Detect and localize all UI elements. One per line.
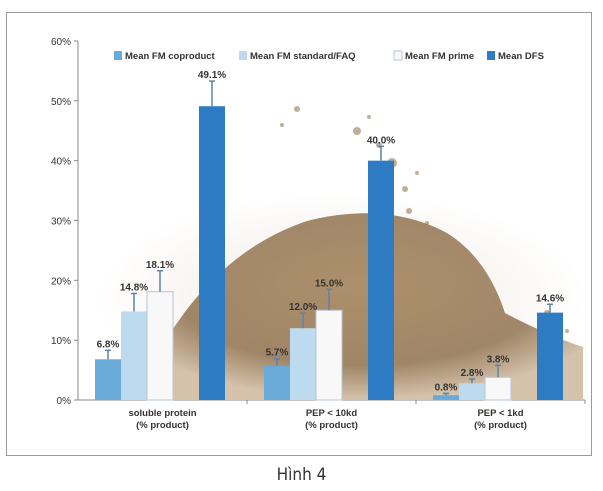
legend-label: Mean DFS [498,51,544,62]
bar [433,395,459,400]
bar [199,106,225,401]
bar-chart: 0%10%20%30%40%50%60%soluble protein(% pr… [51,37,587,431]
data-label: 2.8% [461,368,484,379]
data-label: 14.6% [536,293,564,304]
y-tick-label: 60% [51,37,71,48]
x-tick-label: (% product) [474,420,527,431]
legend-swatch [393,50,403,61]
bar [290,328,316,400]
bar [264,365,290,400]
bar [146,291,174,401]
bar [121,311,147,400]
x-tick-label: PEP < 1kd [477,408,523,419]
bar [459,383,485,400]
chart-frame: 0% 10% 20% 30% 40% 50% 60% soluble protein (% pr… [6,12,592,456]
bar [95,359,121,400]
legend-swatch [487,51,495,60]
x-tick-label: (% product) [136,420,189,431]
data-label: 18.1% [146,260,174,271]
legend-label: Mean FM prime [405,51,474,62]
y-tick-label: 30% [51,217,71,228]
data-label: 0.8% [435,382,458,393]
y-tick-label: 0% [57,396,72,407]
legend-label: Mean FM standard/FAQ [250,51,356,62]
y-tick-label: 40% [51,157,71,168]
y-tick-label: 50% [51,97,71,108]
x-tick-label: PEP < 10kd [306,408,358,419]
data-label: 40.0% [367,135,395,146]
figure-caption: Hình 4 [276,465,327,485]
background-photo [97,106,587,403]
data-label: 3.8% [487,354,510,365]
y-tick-label: 20% [51,276,71,287]
legend-swatch [114,51,122,60]
data-labels: 6.8% 14.8% 18.1% 49.1% 5.7% 12.0% 15.0% 40.0% 0.… [97,70,565,393]
data-label: 5.7% [266,348,289,359]
data-label: 14.8% [120,282,148,293]
data-label: 15.0% [315,278,343,289]
y-tick-label: 10% [51,336,71,347]
data-label: 6.8% [97,339,120,350]
axes: 0%10%20%30%40%50%60%soluble protein(% pr… [51,37,586,431]
bar [537,312,563,400]
bar [484,376,512,401]
legend-swatch [239,51,247,60]
legend: Mean FM coproduct Mean FM standard/FAQ Mea… [114,50,544,62]
x-tick-label: soluble protein [128,408,196,419]
legend-label: Mean FM coproduct [125,51,216,62]
x-tick-label: (% product) [305,420,358,431]
data-label: 12.0% [289,302,317,313]
bars [95,80,563,401]
bar [315,309,343,401]
data-label: 49.1% [198,70,226,81]
bar [368,160,394,400]
